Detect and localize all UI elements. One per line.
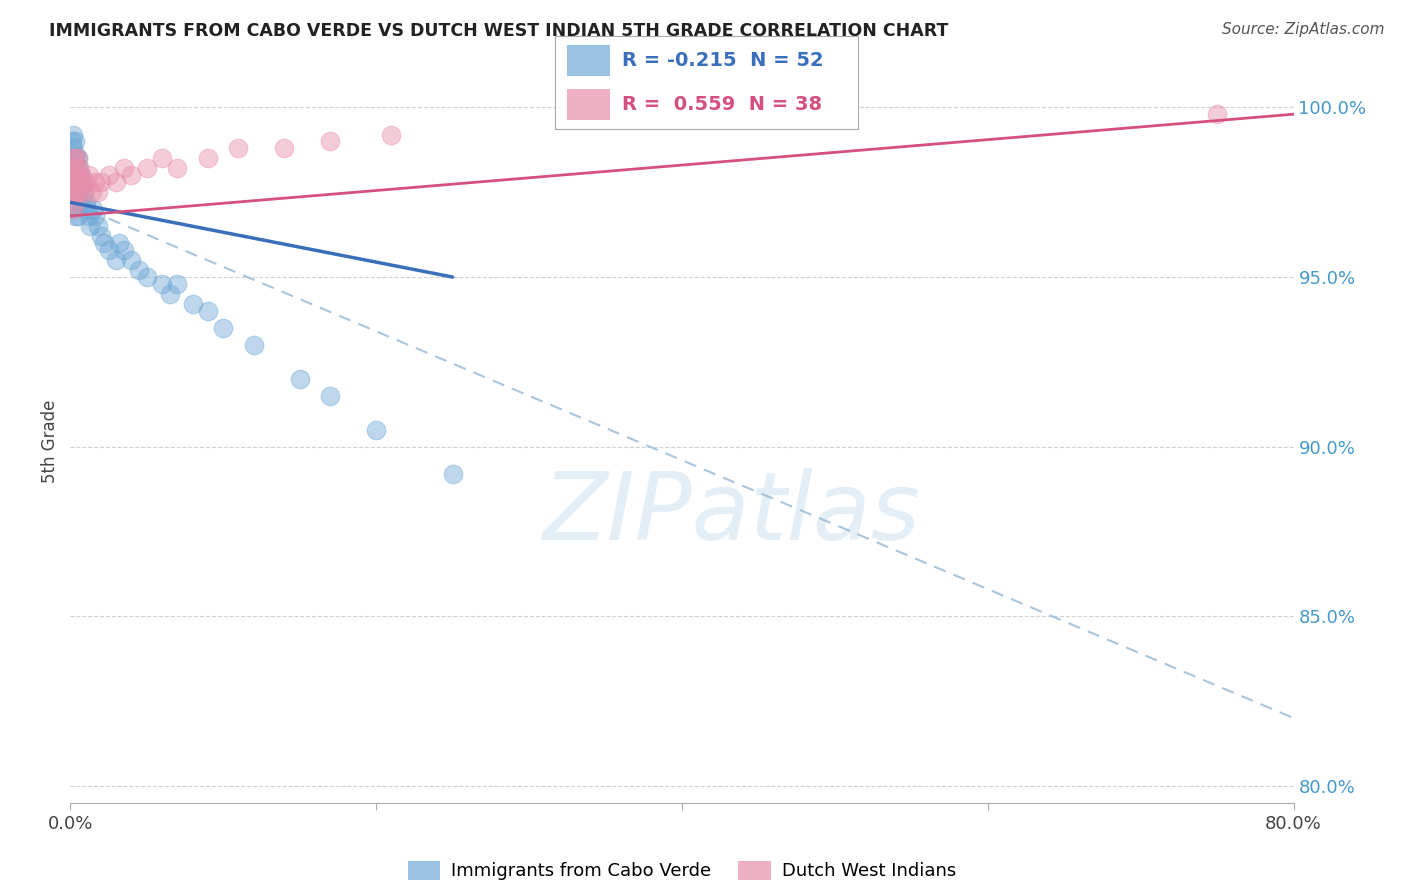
Point bbox=[87, 219, 110, 234]
Point bbox=[166, 277, 188, 291]
Point bbox=[1206, 107, 1229, 121]
Text: R = -0.215  N = 52: R = -0.215 N = 52 bbox=[621, 52, 824, 70]
Point bbox=[60, 134, 83, 148]
Legend: Immigrants from Cabo Verde, Dutch West Indians: Immigrants from Cabo Verde, Dutch West I… bbox=[401, 854, 963, 888]
Point bbox=[69, 175, 91, 189]
Point bbox=[97, 243, 120, 257]
Point bbox=[135, 161, 157, 176]
Bar bbox=[568, 89, 610, 120]
Point bbox=[228, 141, 250, 155]
Point bbox=[441, 467, 464, 481]
Point bbox=[112, 243, 135, 257]
Point bbox=[70, 168, 93, 182]
Text: IMMIGRANTS FROM CABO VERDE VS DUTCH WEST INDIAN 5TH GRADE CORRELATION CHART: IMMIGRANTS FROM CABO VERDE VS DUTCH WEST… bbox=[49, 22, 949, 40]
Point bbox=[166, 161, 188, 176]
Point bbox=[319, 389, 342, 403]
Point bbox=[72, 175, 94, 189]
Point bbox=[72, 175, 94, 189]
Point bbox=[273, 141, 295, 155]
Point bbox=[77, 168, 100, 182]
Point bbox=[121, 253, 143, 268]
Point bbox=[65, 168, 87, 182]
Point bbox=[112, 161, 135, 176]
Point bbox=[66, 185, 89, 199]
Point bbox=[128, 263, 150, 277]
Point bbox=[135, 270, 157, 285]
Point bbox=[181, 297, 204, 311]
Point bbox=[77, 209, 100, 223]
Point bbox=[243, 338, 266, 352]
Point bbox=[75, 195, 97, 210]
Point bbox=[60, 185, 83, 199]
Point bbox=[197, 304, 219, 318]
Point bbox=[62, 141, 84, 155]
Point bbox=[62, 202, 84, 217]
Text: R =  0.559  N = 38: R = 0.559 N = 38 bbox=[621, 95, 823, 113]
Point bbox=[90, 175, 112, 189]
Point bbox=[105, 253, 128, 268]
Point bbox=[319, 134, 342, 148]
Point bbox=[97, 168, 120, 182]
Point bbox=[121, 168, 143, 182]
Y-axis label: 5th Grade: 5th Grade bbox=[41, 400, 59, 483]
Point bbox=[60, 185, 83, 199]
Point bbox=[60, 168, 83, 182]
Point bbox=[150, 151, 173, 165]
Point bbox=[65, 185, 87, 199]
Point bbox=[83, 175, 105, 189]
Point bbox=[70, 168, 93, 182]
Point bbox=[75, 175, 97, 189]
Point bbox=[62, 168, 84, 182]
Point bbox=[62, 128, 84, 142]
Point bbox=[63, 185, 86, 199]
Point bbox=[288, 372, 311, 386]
Point bbox=[63, 134, 86, 148]
Point bbox=[150, 277, 173, 291]
Point bbox=[108, 236, 131, 251]
Point bbox=[62, 185, 84, 199]
Point bbox=[63, 161, 86, 176]
Point bbox=[76, 202, 98, 217]
Point bbox=[80, 185, 103, 199]
Point bbox=[83, 209, 105, 223]
Point bbox=[69, 185, 91, 199]
Point bbox=[212, 321, 235, 335]
Point bbox=[60, 151, 83, 165]
Point bbox=[63, 148, 86, 162]
Point bbox=[66, 151, 89, 165]
Point bbox=[366, 423, 388, 437]
Point bbox=[69, 161, 91, 176]
Point bbox=[73, 185, 96, 199]
Point bbox=[63, 209, 86, 223]
Point bbox=[63, 151, 86, 165]
Point bbox=[93, 236, 115, 251]
Point bbox=[62, 202, 84, 217]
Point bbox=[82, 202, 104, 217]
Point bbox=[87, 185, 110, 199]
Point bbox=[62, 151, 84, 165]
Point bbox=[79, 219, 101, 234]
Point bbox=[73, 185, 96, 199]
Bar bbox=[568, 45, 610, 76]
Point bbox=[66, 175, 89, 189]
Point bbox=[62, 161, 84, 176]
Point bbox=[63, 175, 86, 189]
Text: ZIPatlas: ZIPatlas bbox=[541, 468, 920, 559]
Point bbox=[66, 168, 89, 182]
Point bbox=[63, 195, 86, 210]
Point bbox=[66, 151, 89, 165]
Point bbox=[65, 151, 87, 165]
Text: Source: ZipAtlas.com: Source: ZipAtlas.com bbox=[1222, 22, 1385, 37]
Point bbox=[69, 161, 91, 176]
Point bbox=[62, 175, 84, 189]
Point bbox=[90, 229, 112, 244]
Point bbox=[70, 195, 93, 210]
Point bbox=[105, 175, 128, 189]
Point bbox=[65, 161, 87, 176]
Point bbox=[65, 195, 87, 210]
Point bbox=[197, 151, 219, 165]
Point bbox=[159, 287, 181, 301]
Point bbox=[66, 209, 89, 223]
Point bbox=[380, 128, 402, 142]
